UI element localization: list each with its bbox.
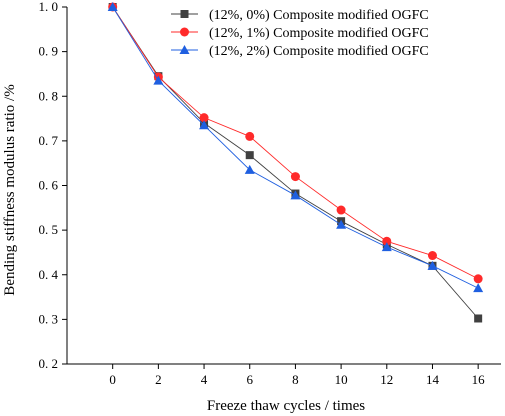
y-tick-label: 0. 4: [39, 267, 59, 282]
legend-item-2: (12%, 2%) Composite modified OGFC: [171, 44, 429, 59]
axes: 0 2 4 6 8 10 12 14 16 0. 2 0. 3 0. 4 0. 5 0. 6 0. 7 0. …: [39, 0, 501, 387]
x-tick-label: 6: [246, 372, 253, 387]
legend-label: (12%, 1%) Composite modified OGFC: [209, 26, 429, 41]
y-axis-title: Bending stiffness modulus ratio /%: [2, 84, 18, 295]
data-point: [473, 283, 484, 293]
y-tick-label: 0. 8: [39, 88, 59, 103]
data-point: [290, 190, 301, 200]
data-point: [245, 131, 255, 141]
y-tick-label: 0. 5: [39, 222, 59, 237]
x-tick-label: 2: [155, 372, 162, 387]
data-point: [473, 274, 483, 284]
x-tick-label: 10: [335, 372, 348, 387]
data-point: [336, 219, 347, 229]
legend-label: (12%, 0%) Composite modified OGFC: [209, 8, 429, 23]
data-point: [336, 205, 346, 215]
y-tick-label: 0. 3: [39, 311, 59, 326]
x-tick-label: 12: [380, 372, 393, 387]
legend: (12%, 0%) Composite modified OGFC (12%, 1…: [171, 8, 429, 59]
data-point: [199, 113, 209, 123]
y-tick-label: 0. 6: [39, 178, 59, 193]
legend-item-1: (12%, 1%) Composite modified OGFC: [171, 26, 429, 41]
data-point: [199, 120, 210, 130]
y-tick-label: 0. 7: [39, 133, 59, 148]
series-2: [107, 2, 484, 293]
x-axis-title: Freeze thaw cycles / times: [207, 398, 365, 414]
x-tick-label: 16: [472, 372, 486, 387]
legend-item-0: (12%, 0%) Composite modified OGFC: [171, 8, 429, 23]
x-tick-label: 14: [426, 372, 440, 387]
x-tick-label: 4: [201, 372, 208, 387]
series-layer: [107, 2, 484, 323]
data-point: [382, 236, 392, 246]
data-point: [381, 242, 392, 252]
legend-label: (12%, 2%) Composite modified OGFC: [209, 44, 429, 59]
data-point: [107, 2, 118, 11]
legend-marker: [180, 27, 189, 37]
x-tick-label: 8: [292, 372, 299, 387]
y-tick-label: 0. 9: [39, 44, 59, 59]
legend-marker: [179, 45, 190, 54]
data-point: [474, 314, 483, 323]
data-point: [244, 164, 255, 174]
y-tick-label: 1. 0: [39, 0, 59, 14]
data-point: [153, 75, 164, 85]
data-point: [427, 251, 437, 261]
legend-marker: [180, 10, 189, 18]
data-point: [427, 260, 438, 270]
x-tick-label: 0: [109, 372, 116, 387]
data-point: [290, 172, 300, 182]
y-tick-label: 0. 2: [39, 356, 59, 371]
data-point: [245, 151, 254, 160]
